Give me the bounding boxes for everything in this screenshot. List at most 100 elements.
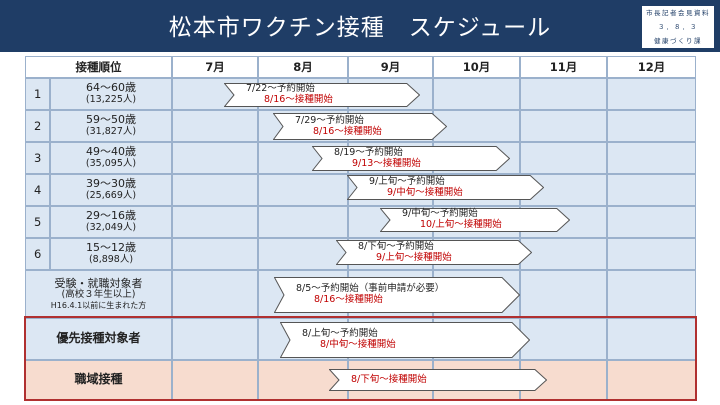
reservation-start-text: 8/5～予約開始（事前申請が必要） (296, 283, 445, 295)
schedule-arrow: 8/下旬～予約開始 9/上旬～接種開始 (336, 240, 532, 265)
group-name: 受験・就職対象者 (54, 276, 143, 290)
month-cell (172, 206, 258, 238)
vaccination-start-text: 8/16～接種開始 (264, 94, 333, 105)
header-jul: 7月 (172, 56, 258, 78)
group-name: 39～30歳 (86, 177, 136, 191)
vaccination-start-text: 8/16～接種開始 (313, 125, 382, 137)
group-count: (31,827人) (85, 125, 137, 137)
group-name: 職域接種 (74, 372, 123, 387)
group-name: 15～12歳 (86, 241, 136, 255)
reservation-start-text: 9/中旬～予約開始 (402, 208, 478, 220)
schedule-arrow: 9/中旬～予約開始 10/上旬～接種開始 (380, 208, 570, 232)
group-label: 49～40歳 (35,095人) (50, 142, 172, 174)
month-cell (172, 110, 258, 142)
arrow-shape (274, 277, 520, 313)
group-note: H16.4.1以前に生まれた方 (50, 301, 147, 311)
group-label: 15～12歳 (8,898人) (50, 238, 172, 270)
group-note: (高校３年生以上) (61, 289, 136, 301)
group-count: (13,225人) (85, 93, 137, 105)
month-cell (607, 78, 696, 110)
group-label: 29～16歳 (32,049人) (50, 206, 172, 238)
group-label: 64～60歳 (13,225人) (50, 78, 172, 110)
rank-number: 6 (25, 238, 50, 270)
group-count: (25,669人) (85, 189, 137, 201)
reservation-start-text: 9/上旬～予約開始 (369, 175, 445, 187)
schedule-arrow: 9/上旬～予約開始 9/中旬～接種開始 (347, 175, 544, 200)
schedule-arrow: 7/29～予約開始 8/16～接種開始 (273, 113, 447, 140)
title-banner: 松本市ワクチン接種 スケジュール (0, 0, 720, 52)
vaccination-start-text: 8/16～接種開始 (314, 294, 383, 305)
month-cell (258, 206, 348, 238)
header-oct: 10月 (433, 56, 520, 78)
group-name: 49～40歳 (86, 145, 136, 159)
month-cell (172, 318, 258, 360)
rank-number: 1 (25, 78, 50, 110)
month-cell (520, 270, 607, 318)
month-cell (520, 110, 607, 142)
group-label: 39～30歳 (25,669人) (50, 174, 172, 206)
vaccination-start-text: 9/中旬～接種開始 (387, 186, 463, 198)
month-cell (172, 238, 258, 270)
rank-number: 5 (25, 206, 50, 238)
badge-line: 市長記者会見資料 (646, 8, 710, 17)
arrow-shape (347, 175, 544, 200)
group-label: 優先接種対象者 (25, 318, 172, 360)
group-name: 59～50歳 (86, 113, 136, 127)
month-cell (607, 110, 696, 142)
vaccination-start-text: 9/13～接種開始 (352, 157, 421, 169)
schedule-arrow: 7/22～予約開始 8/16～接種開始 (224, 83, 420, 107)
vaccination-start-text: 8/中旬～接種開始 (320, 339, 396, 350)
arrow-shape (336, 240, 532, 265)
arrow-shape (273, 113, 447, 140)
group-name: 優先接種対象者 (56, 331, 141, 346)
schedule-arrow: 8/下旬～接種開始 (329, 369, 547, 391)
reservation-start-text: 7/29～予約開始 (295, 114, 364, 126)
page-title: 松本市ワクチン接種 スケジュール (168, 15, 552, 41)
header-sep: 9月 (348, 56, 433, 78)
rank-number: 3 (25, 142, 50, 174)
rank-number: 2 (25, 110, 50, 142)
group-name: 64～60歳 (86, 81, 136, 95)
badge-line: ３．８．３ (658, 22, 698, 31)
group-label: 59～50歳 (31,827人) (50, 110, 172, 142)
month-cell (520, 318, 607, 360)
month-cell (258, 360, 348, 400)
month-cell (607, 206, 696, 238)
reservation-start-text: 8/下旬～予約開始 (358, 240, 434, 252)
month-cell (607, 238, 696, 270)
vaccination-start-text: 9/上旬～接種開始 (376, 251, 452, 263)
month-cell (172, 142, 258, 174)
month-cell (258, 238, 348, 270)
header-aug: 8月 (258, 56, 348, 78)
month-cell (607, 174, 696, 206)
group-label: 受験・就職対象者 (高校３年生以上) H16.4.1以前に生まれた方 (25, 270, 172, 318)
month-cell (607, 142, 696, 174)
month-cell (520, 238, 607, 270)
arrow-shape (380, 208, 570, 232)
reservation-start-text: 7/22～予約開始 (246, 83, 315, 95)
vaccination-start-text: 8/下旬～接種開始 (351, 373, 427, 385)
group-count: (35,095人) (85, 157, 137, 169)
month-cell (433, 110, 520, 142)
month-cell (607, 270, 696, 318)
badge-line: 健康づくり課 (654, 36, 702, 45)
rank-number: 4 (25, 174, 50, 206)
schedule-arrow: 8/19～予約開始 9/13～接種開始 (312, 146, 510, 171)
group-name: 29～16歳 (86, 209, 136, 223)
schedule-arrow: 8/5～予約開始（事前申請が必要） 8/16～接種開始 (274, 277, 520, 313)
arrow-shape (224, 83, 420, 107)
header-rank: 接種順位 (25, 56, 172, 78)
header-dec: 12月 (607, 56, 696, 78)
reservation-start-text: 8/上旬～予約開始 (302, 328, 378, 340)
month-cell (172, 270, 258, 318)
month-cell (433, 78, 520, 110)
priority-highlight-box (24, 316, 697, 401)
month-cell (258, 174, 348, 206)
vaccination-start-text: 10/上旬～接種開始 (420, 219, 502, 230)
group-count: (32,049人) (85, 221, 137, 233)
month-cell (172, 174, 258, 206)
month-cell (520, 142, 607, 174)
group-count: (8,898人) (88, 253, 134, 265)
month-cell (607, 318, 696, 360)
